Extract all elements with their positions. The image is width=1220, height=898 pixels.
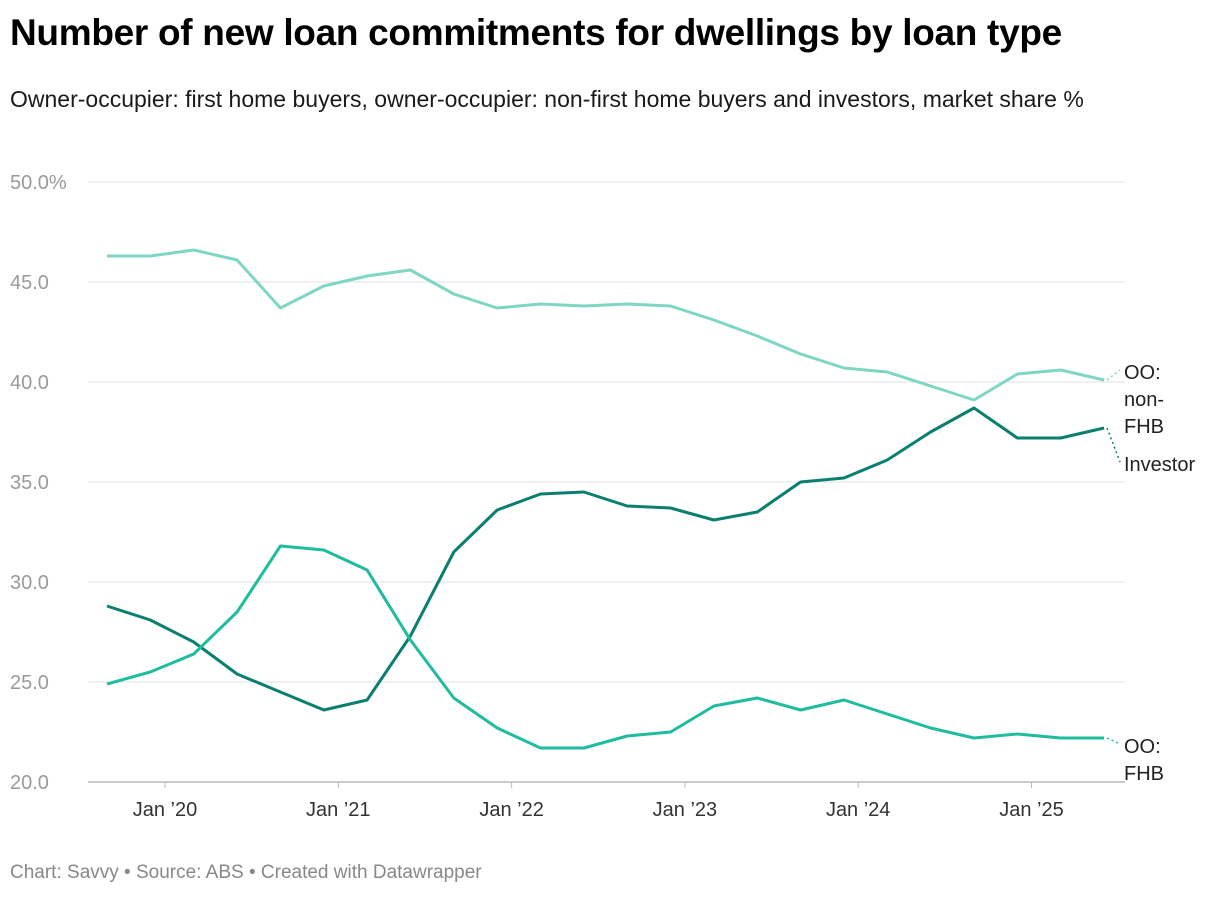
y-tick-label: 35.0 bbox=[10, 472, 49, 494]
label-connector bbox=[1106, 369, 1121, 381]
series-label: FHB bbox=[1124, 763, 1164, 785]
chart-footer: Chart: Savvy • Source: ABS • Created wit… bbox=[10, 862, 482, 883]
series-label: non- bbox=[1124, 389, 1164, 411]
series-label: FHB bbox=[1124, 416, 1164, 438]
x-tick-label: Jan ’22 bbox=[479, 799, 544, 821]
series-label: Investor bbox=[1124, 454, 1195, 476]
chart-title: Number of new loan commitments for dwell… bbox=[10, 12, 1062, 53]
series-label: OO: bbox=[1124, 362, 1161, 384]
series-label: OO: bbox=[1124, 736, 1161, 758]
y-tick-label: 25.0 bbox=[10, 672, 49, 694]
label-connector bbox=[1106, 427, 1121, 463]
series-line-oo-non-fhb bbox=[107, 248, 1105, 402]
label-connector bbox=[1106, 737, 1121, 745]
y-tick-label: 40.0 bbox=[10, 372, 49, 394]
y-tick-label: 20.0 bbox=[10, 772, 49, 794]
y-tick-label: 50.0% bbox=[10, 172, 67, 194]
y-tick-label: 45.0 bbox=[10, 272, 49, 294]
chart-subtitle: Owner-occupier: first home buyers, owner… bbox=[10, 86, 1084, 112]
series-line-oo-fhb bbox=[106, 544, 1105, 750]
x-tick-label: Jan ’24 bbox=[826, 799, 891, 821]
y-tick-label: 30.0 bbox=[10, 572, 49, 594]
x-tick-label: Jan ’20 bbox=[133, 799, 198, 821]
series-line-investor bbox=[106, 406, 1105, 712]
x-tick-label: Jan ’23 bbox=[653, 799, 718, 821]
x-tick-label: Jan ’25 bbox=[999, 799, 1064, 821]
x-tick-label: Jan ’21 bbox=[306, 799, 371, 821]
